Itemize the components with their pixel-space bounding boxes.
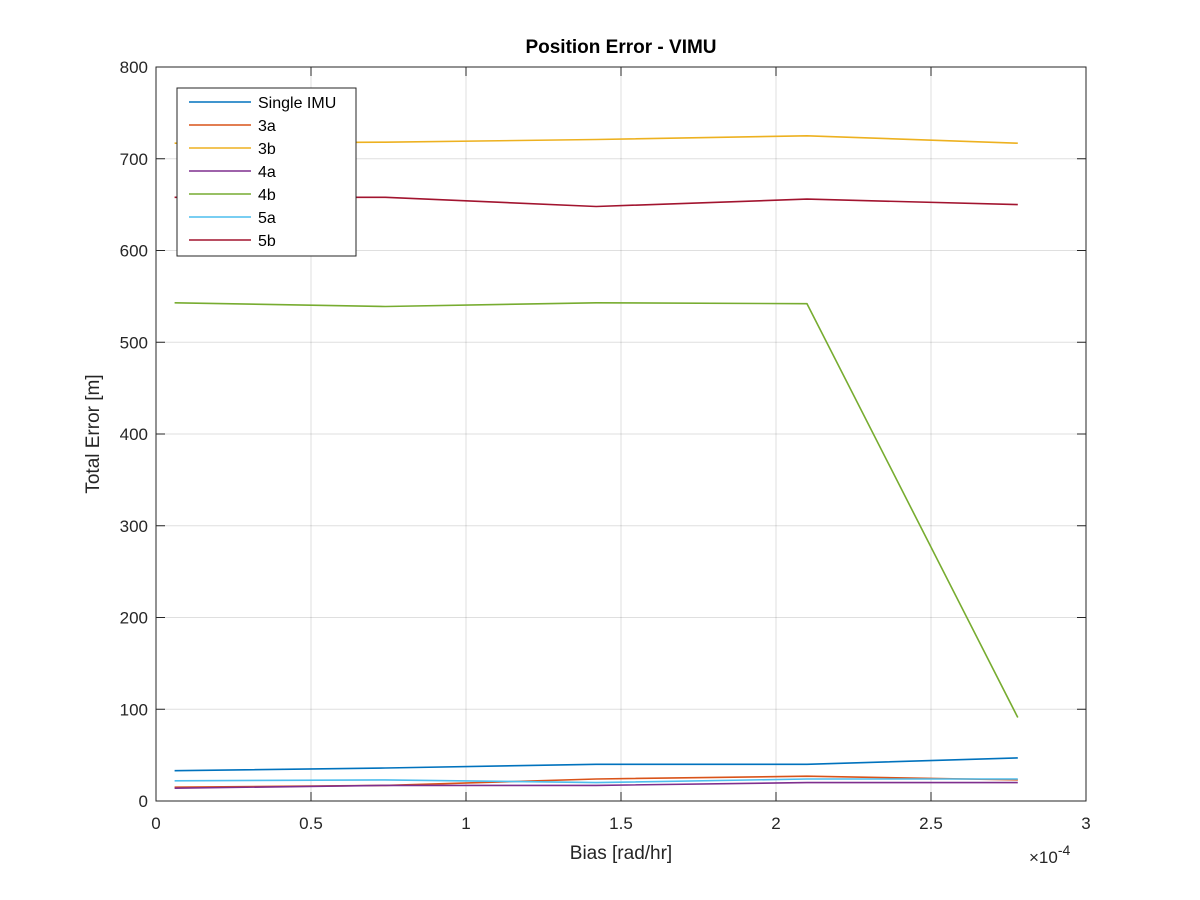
x-tick-label: 2.5 <box>919 814 943 833</box>
x-axis-label: Bias [rad/hr] <box>570 843 672 864</box>
y-tick-label: 300 <box>120 517 148 536</box>
y-tick-label: 100 <box>120 700 148 719</box>
chart-title: Position Error - VIMU <box>525 37 716 58</box>
series-line-single-imu <box>174 757 1018 772</box>
x-tick-label: 0.5 <box>299 814 323 833</box>
legend-label-single-imu: Single IMU <box>258 95 336 112</box>
x-tick-label: 1.5 <box>609 814 633 833</box>
y-tick-label: 500 <box>120 333 148 352</box>
legend-label-4a: 4a <box>258 164 276 181</box>
legend: Single IMU 3a 3b 4a 4b 5a 5b <box>176 87 357 257</box>
x-exponent-base: ×10 <box>1029 848 1058 867</box>
legend-items: Single IMU 3a 3b 4a 4b 5a 5b <box>189 95 336 250</box>
x-exponent-power: -4 <box>1058 842 1071 858</box>
y-tick-label: 200 <box>120 609 148 628</box>
x-tick-label: 2 <box>771 814 780 833</box>
axis-ticks <box>155 66 1087 802</box>
y-tick-label: 700 <box>120 150 148 169</box>
legend-label-3a: 3a <box>258 118 276 135</box>
legend-label-4b: 4b <box>258 187 276 204</box>
x-tick-label: 1 <box>461 814 470 833</box>
y-tick-label: 400 <box>120 425 148 444</box>
series-line-4b <box>174 301 1019 718</box>
legend-label-5b: 5b <box>258 233 276 250</box>
x-tick-labels: 0 0.5 1 1.5 2 2.5 3 <box>151 814 1090 833</box>
x-exponent-label: ×10-4 <box>1029 842 1071 867</box>
y-axis-label: Total Error [m] <box>83 374 104 493</box>
y-tick-labels: 0 100 200 300 400 500 600 700 800 <box>120 58 148 811</box>
y-tick-label: 0 <box>139 792 148 811</box>
x-tick-label: 3 <box>1081 814 1090 833</box>
y-tick-label: 600 <box>120 242 148 261</box>
y-tick-label: 800 <box>120 58 148 77</box>
legend-label-3b: 3b <box>258 141 276 158</box>
legend-label-5a: 5a <box>258 210 276 227</box>
series-line-5a <box>174 778 1018 784</box>
x-tick-label: 0 <box>151 814 160 833</box>
grid <box>156 67 1086 801</box>
legend-box <box>176 87 357 257</box>
series-line-4a <box>174 781 1018 789</box>
